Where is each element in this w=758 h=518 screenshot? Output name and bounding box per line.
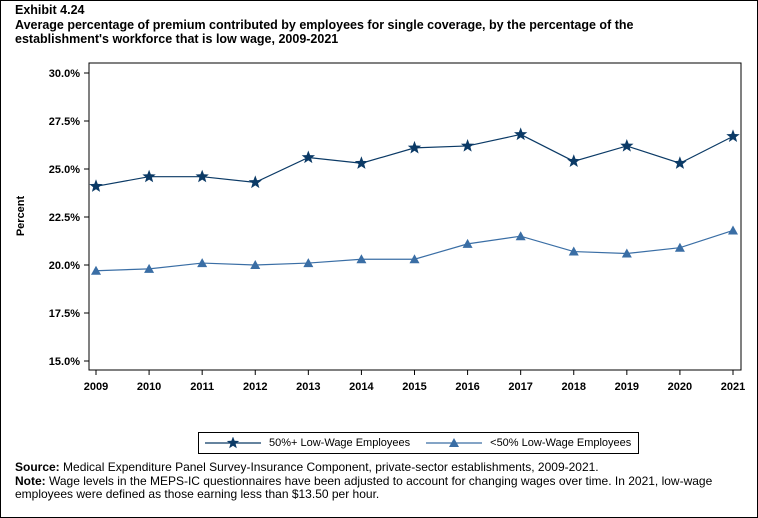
x-tick-label: 2021 — [721, 381, 745, 393]
triangle-marker — [515, 231, 526, 241]
star-marker — [514, 127, 528, 141]
triangle-marker — [568, 246, 579, 256]
star-marker — [142, 169, 156, 183]
source-note: Source: Medical Expenditure Panel Survey… — [15, 460, 745, 475]
x-tick-label: 2020 — [668, 381, 692, 393]
x-tick-label: 2018 — [562, 381, 586, 393]
x-tick-label: 2014 — [349, 381, 374, 393]
triangle-marker — [621, 248, 632, 258]
exhibit-number: Exhibit 4.24 — [15, 3, 85, 17]
y-tick-label: 30.0% — [49, 68, 80, 80]
y-axis-label: Percent — [15, 195, 27, 236]
legend: 50%+ Low-Wage Employees <50% Low-Wage Em… — [198, 432, 639, 454]
legend-label-low: <50% Low-Wage Employees — [490, 437, 632, 449]
source-label: Source: — [15, 460, 60, 474]
x-tick-label: 2016 — [455, 381, 479, 393]
triangle-marker — [91, 265, 101, 275]
x-tick-label: 2017 — [508, 381, 532, 393]
star-marker — [673, 156, 687, 169]
x-tick-label: 2019 — [615, 381, 639, 393]
star-marker — [301, 150, 315, 164]
series-line-1 — [95, 229, 734, 272]
star-marker-icon — [205, 437, 261, 449]
star-marker — [407, 140, 422, 154]
star-marker — [726, 129, 740, 142]
star-marker — [89, 179, 103, 192]
x-tick-label: 2010 — [137, 381, 161, 393]
footnote: Note: Wage levels in the MEPS-IC questio… — [15, 473, 745, 502]
y-tick-label: 27.5% — [49, 116, 80, 128]
y-tick-label: 17.5% — [49, 308, 80, 320]
triangle-marker — [728, 225, 738, 235]
star-marker — [354, 156, 369, 169]
triangle-marker — [462, 238, 473, 248]
notes: Source: Medical Expenditure Panel Survey… — [15, 460, 745, 502]
triangle-marker — [303, 258, 314, 268]
y-tick-label: 20.0% — [49, 260, 80, 272]
triangle-marker — [409, 254, 420, 264]
star-marker — [620, 139, 634, 152]
triangle-marker-icon — [426, 438, 483, 447]
triangle-marker — [144, 263, 155, 273]
star-marker — [460, 139, 475, 152]
triangle-marker — [250, 260, 261, 269]
chart-title: Average percentage of premium contribute… — [15, 18, 634, 46]
line-chart: 15.0% 17.5% 20.0% 22.5% 25.0% 27.5% 30.0% 2009 2… — [15, 62, 745, 393]
x-tick-label: 2011 — [190, 381, 214, 393]
legend-item-high: 50%+ Low-Wage Employees — [203, 437, 410, 449]
x-tick-label: 2009 — [84, 381, 108, 393]
x-tick-label: 2012 — [243, 381, 267, 393]
plot-area — [88, 62, 742, 371]
triangle-marker — [197, 258, 208, 268]
legend-item-low: <50% Low-Wage Employees — [424, 437, 631, 449]
star-marker — [195, 169, 209, 183]
x-tick-label: 2015 — [402, 381, 426, 393]
star-marker — [248, 175, 262, 189]
star-marker — [567, 154, 581, 167]
triangle-marker — [356, 254, 367, 264]
y-tick-label: 15.0% — [49, 356, 80, 368]
x-tick-label: 2013 — [296, 381, 320, 393]
y-tick-label: 22.5% — [49, 212, 80, 224]
note-label: Note: — [15, 473, 46, 488]
y-tick-label: 25.0% — [49, 164, 80, 176]
source-text: Medical Expenditure Panel Survey-Insuran… — [59, 460, 599, 474]
legend-label-high: 50%+ Low-Wage Employees — [269, 437, 411, 449]
note-text: Wage levels in the MEPS-IC questionnaire… — [15, 473, 713, 501]
triangle-marker — [674, 242, 685, 252]
